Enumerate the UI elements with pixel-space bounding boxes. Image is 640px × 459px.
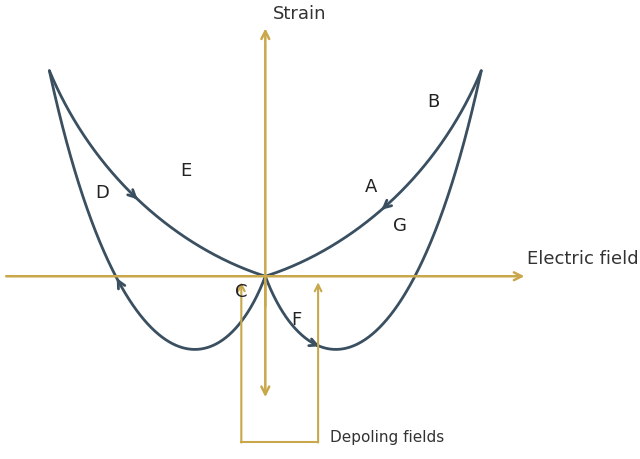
Text: D: D (95, 183, 109, 201)
Text: Depoling fields: Depoling fields (330, 429, 444, 444)
Text: A: A (365, 177, 377, 195)
Text: G: G (393, 216, 406, 235)
Text: F: F (291, 310, 301, 328)
Text: Electric field: Electric field (527, 250, 639, 268)
Text: E: E (180, 162, 192, 180)
Text: B: B (427, 93, 440, 111)
Text: Strain: Strain (273, 6, 326, 23)
Text: C: C (235, 283, 248, 301)
